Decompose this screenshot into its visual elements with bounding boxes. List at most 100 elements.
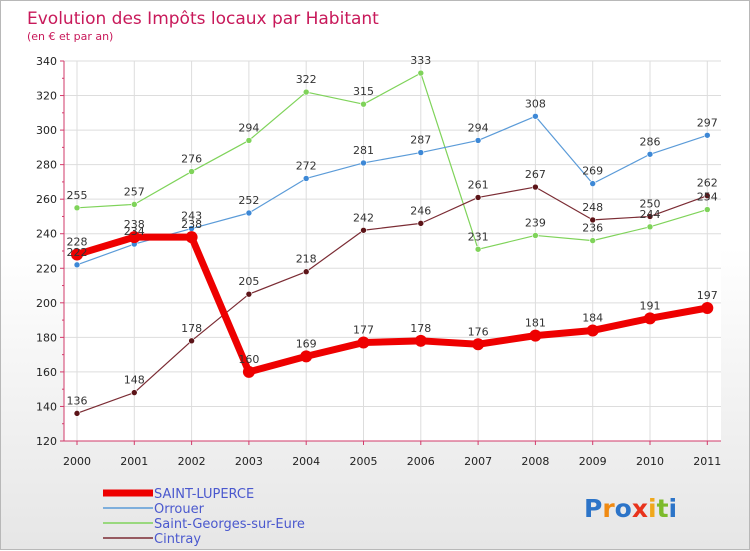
data-point-cintray (589, 216, 597, 224)
legend-label: Orrouer (154, 502, 205, 517)
data-label-orrouer: 222 (67, 246, 88, 259)
data-point-saint-georges-sur-eure (73, 204, 81, 212)
y-tick-label: 200 (36, 297, 57, 310)
data-label-cintray: 242 (353, 211, 374, 224)
x-tick-label: 2006 (407, 455, 435, 468)
chart-title: Evolution des Impôts locaux par Habitant (27, 9, 379, 29)
data-label-saint-luperce: 160 (238, 353, 259, 366)
data-point-saint-luperce (357, 336, 370, 349)
y-tick-label: 260 (36, 193, 57, 206)
data-point-orrouer (646, 150, 654, 158)
data-label-saint-luperce: 177 (353, 324, 374, 337)
data-point-saint-luperce (242, 365, 255, 378)
x-tick-label: 2011 (693, 455, 721, 468)
data-label-orrouer: 234 (124, 225, 145, 238)
data-point-cintray (417, 220, 425, 227)
data-point-orrouer (73, 261, 81, 269)
data-point-saint-luperce (128, 231, 141, 244)
data-label-saint-georges-sur-eure: 322 (296, 73, 317, 86)
data-label-orrouer: 269 (582, 165, 603, 178)
data-label-saint-georges-sur-eure: 244 (640, 208, 661, 221)
data-label-saint-georges-sur-eure: 257 (124, 185, 145, 198)
data-label-orrouer: 281 (353, 144, 374, 157)
data-point-cintray (302, 268, 310, 276)
data-point-saint-georges-sur-eure (131, 201, 138, 208)
data-point-saint-georges-sur-eure (646, 223, 654, 231)
y-tick-label: 120 (36, 435, 57, 448)
data-point-orrouer (589, 180, 597, 187)
data-point-saint-georges-sur-eure (474, 245, 482, 253)
y-tick-label: 320 (36, 90, 57, 103)
data-point-cintray (360, 226, 367, 234)
data-label-saint-georges-sur-eure: 236 (582, 222, 603, 235)
logo-letter: x (632, 494, 648, 523)
data-label-cintray: 205 (238, 275, 259, 288)
data-label-cintray: 218 (296, 253, 317, 266)
data-label-saint-luperce: 184 (582, 311, 603, 324)
data-label-cintray: 262 (697, 177, 718, 190)
data-point-orrouer (245, 209, 253, 217)
data-point-saint-luperce (472, 338, 485, 351)
data-point-cintray (532, 183, 539, 191)
data-point-saint-georges-sur-eure (360, 100, 367, 108)
logo-letter: r (602, 494, 615, 523)
data-point-orrouer (360, 159, 367, 167)
data-label-orrouer: 308 (525, 97, 546, 110)
data-point-orrouer (417, 149, 425, 156)
y-tick-label: 140 (36, 400, 57, 413)
data-point-cintray (245, 290, 253, 298)
data-point-cintray (131, 389, 138, 396)
logo-letter: t (657, 494, 669, 523)
data-point-saint-georges-sur-eure (703, 206, 711, 213)
data-label-saint-georges-sur-eure: 333 (410, 54, 431, 67)
data-label-cintray: 136 (67, 394, 88, 407)
proxiti-logo: Proxiti (584, 494, 677, 523)
series-line-saint-luperce (75, 233, 708, 376)
plot-area (64, 61, 721, 441)
data-label-saint-georges-sur-eure: 276 (181, 153, 202, 166)
data-label-cintray: 178 (181, 322, 202, 335)
x-tick-label: 2008 (521, 455, 549, 468)
data-label-cintray: 267 (525, 168, 546, 181)
data-label-orrouer: 243 (181, 210, 202, 223)
data-label-orrouer: 294 (468, 121, 489, 134)
data-point-orrouer (302, 175, 310, 182)
data-point-orrouer (532, 112, 539, 120)
data-point-orrouer (703, 131, 711, 139)
data-point-saint-luperce (185, 231, 198, 244)
data-label-cintray: 261 (468, 178, 489, 191)
x-tick-label: 2010 (636, 455, 664, 468)
data-label-orrouer: 286 (640, 135, 661, 148)
series-line-saint-georges-sur-eure (76, 72, 708, 250)
y-axis-ticks: 120 140 160 180 200 220 240 260 280 300 320 340 (36, 55, 64, 448)
legend-label: SAINT-LUPERCE (154, 487, 254, 502)
data-point-saint-georges-sur-eure (245, 137, 253, 144)
legend-label: Cintray (154, 532, 201, 547)
logo-letter: o (615, 494, 632, 523)
data-point-saint-luperce (644, 312, 656, 325)
data-label-saint-luperce: 178 (410, 322, 431, 335)
series-line-orrouer (76, 115, 708, 266)
proxiti-wordmark: Proxiti (584, 494, 677, 523)
logo-letter: P (584, 494, 602, 523)
data-label-cintray: 148 (124, 374, 145, 387)
data-point-saint-georges-sur-eure (188, 168, 195, 175)
data-label-saint-luperce: 176 (468, 325, 489, 338)
data-label-saint-luperce: 181 (525, 317, 546, 330)
x-tick-label: 2005 (350, 455, 378, 468)
legend: SAINT-LUPERCEOrrouerSaint-Georges-sur-Eu… (103, 487, 305, 547)
x-axis-ticks: 2000 2001 2002 2003 2004 2005 2006 2007 2008 2009… (63, 441, 721, 468)
data-label-cintray: 248 (582, 201, 603, 214)
data-point-saint-luperce (586, 324, 599, 337)
x-tick-label: 2001 (120, 455, 148, 468)
data-label-saint-luperce: 238 (181, 218, 202, 231)
data-label-orrouer: 297 (697, 116, 718, 129)
legend-label: Saint-Georges-sur-Eure (154, 517, 305, 532)
data-point-orrouer (474, 137, 482, 144)
y-tick-label: 300 (36, 124, 57, 137)
plot-background (64, 61, 721, 441)
data-point-saint-georges-sur-eure (302, 88, 310, 96)
data-label-saint-georges-sur-eure: 255 (67, 189, 88, 202)
